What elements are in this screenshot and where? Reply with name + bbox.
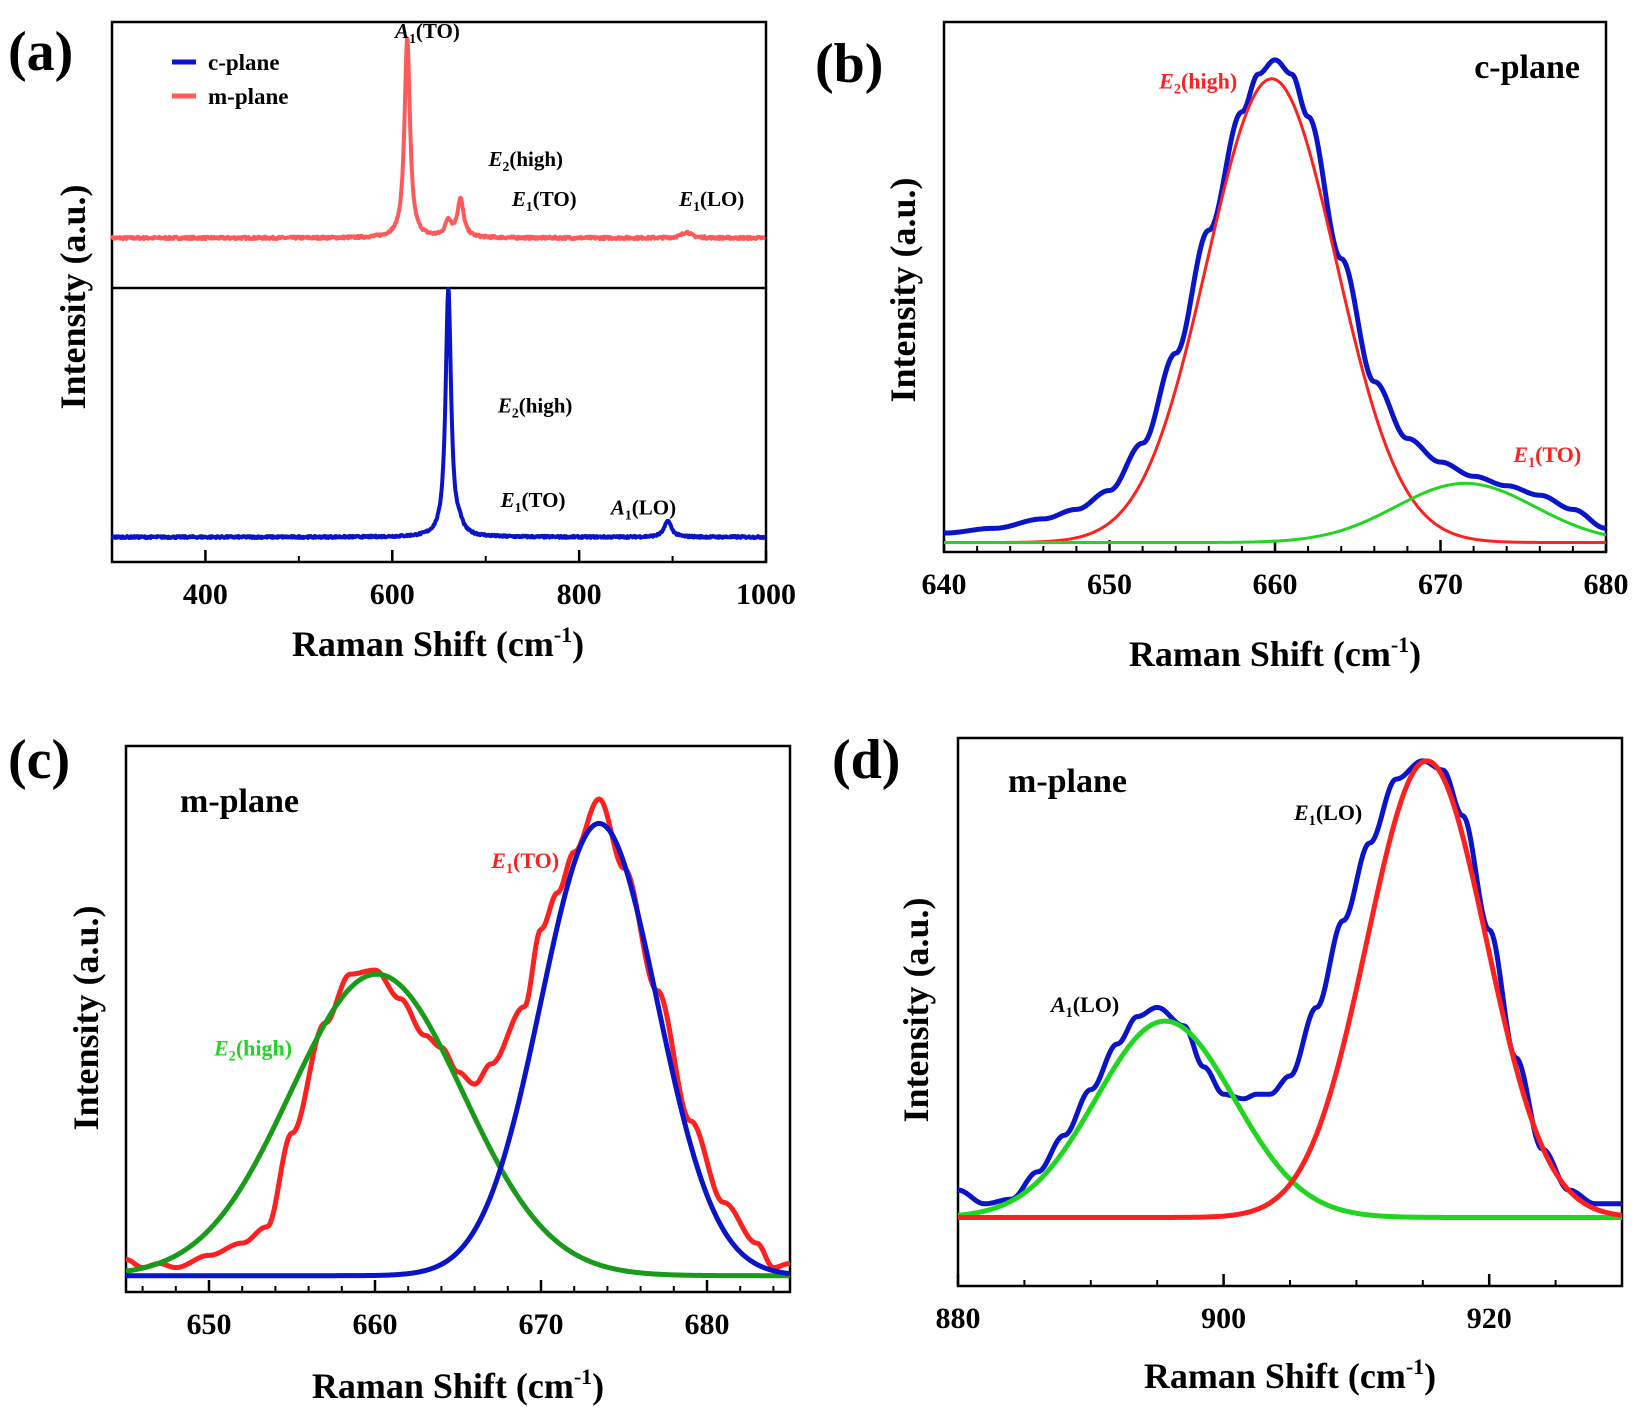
panel-c-x-tick-label: 660 — [353, 1308, 398, 1341]
panel-d-peak-labels: E1(LO) A1(LO) — [1049, 800, 1362, 1021]
panel-a-c-plane-line — [110, 287, 767, 541]
panel-c-x-tick-label: 680 — [685, 1308, 730, 1341]
peak-label: E1(TO) — [490, 848, 559, 877]
panel-c-e2-high-fit-line — [125, 971, 791, 1279]
peak-label: A1(LO) — [609, 496, 676, 523]
panel-b-x-label: Raman Shift (cm-1) — [1129, 632, 1421, 674]
panel-b-title: c-plane — [1474, 49, 1580, 86]
peak-label: E2(high) — [497, 394, 573, 421]
panel-c-measured-line — [125, 796, 791, 1271]
peak-label: A1(TO) — [393, 19, 460, 46]
panel-d-series — [957, 758, 1623, 1220]
panel-b-x-tick-label: 680 — [1584, 568, 1629, 601]
panel-a-x-tick-label: 800 — [557, 578, 602, 611]
peak-label: A1(LO) — [1049, 992, 1119, 1021]
panel-d-e1-lo-fit-line — [957, 758, 1623, 1220]
panel-b: (b) c-plane 640 650 660 670 680 E2(high) E1(T… — [815, 20, 1629, 674]
panel-c: (c) m-plane 650 660 670 680 E1(TO)E2(high) … — [8, 729, 792, 1406]
panel-d-x-tick-label: 900 — [1201, 1302, 1246, 1335]
panel-b-label: (b) — [815, 33, 883, 95]
panel-c-peak-labels: E1(TO) E2(high) — [213, 848, 559, 1064]
legend-m-plane-label: m-plane — [208, 84, 289, 109]
panel-b-x-tick-label: 670 — [1418, 568, 1463, 601]
legend-c-plane-label: c-plane — [208, 50, 280, 75]
panel-a-x-label: Raman Shift (cm-1) — [292, 622, 584, 664]
panel-d-x-ticks: 880 900 920 — [936, 1274, 1623, 1335]
panel-d-title: m-plane — [1008, 763, 1127, 800]
panel-b-e2-high-fit-line — [944, 77, 1607, 545]
panel-b-x-ticks: 640 650 660 670 680 — [922, 540, 1629, 601]
panel-a-legend: c-plane m-plane — [172, 50, 289, 109]
panel-a-x-ticks: 400 600 800 1000 — [111, 550, 796, 611]
panel-a-m-plane-series — [110, 36, 767, 242]
panel-a-x-tick-label: 400 — [183, 578, 228, 611]
panel-d-x-tick-label: 920 — [1467, 1302, 1512, 1335]
panel-b-frame — [942, 20, 1608, 554]
panel-b-peak-labels: E2(high) E1(TO) — [1158, 68, 1581, 471]
panel-c-title: m-plane — [180, 783, 299, 820]
panel-c-label: (c) — [8, 729, 70, 791]
panel-d: (d) m-plane 880 900 920 E1(LO) A1(LO) Inten… — [832, 729, 1624, 1396]
panel-a-m-plane-line — [110, 36, 767, 242]
panel-a-x-tick-label: 1000 — [736, 578, 796, 611]
peak-label: E2(high) — [1158, 68, 1237, 97]
panel-b-x-tick-label: 650 — [1087, 568, 1132, 601]
peak-label: E1(TO) — [511, 187, 577, 214]
panel-a-frame — [110, 20, 768, 564]
panel-c-series — [125, 796, 791, 1279]
panel-c-x-ticks: 650 660 670 680 — [141, 1280, 775, 1341]
panel-b-x-tick-label: 660 — [1253, 568, 1298, 601]
panel-d-x-label: Raman Shift (cm-1) — [1144, 1354, 1436, 1396]
panel-a-label: (a) — [8, 21, 73, 83]
panel-b-measured-line — [943, 57, 1607, 536]
panel-c-x-tick-label: 650 — [187, 1308, 232, 1341]
panel-c-x-label: Raman Shift (cm-1) — [312, 1364, 604, 1406]
panel-c-x-tick-label: 670 — [519, 1308, 564, 1341]
panel-c-e1-to-fit-line — [125, 820, 791, 1279]
peak-label: E1(LO) — [1293, 800, 1362, 829]
panel-d-y-label: Intensity (a.u.) — [896, 897, 936, 1122]
peak-label: E1(LO) — [678, 187, 744, 214]
panel-a: (a) 400 600 800 1000 A1(TO) E2(high) E1(TO) E1… — [8, 19, 796, 664]
panel-d-label: (d) — [832, 729, 900, 791]
peak-label: E1(TO) — [1512, 442, 1581, 471]
panel-d-x-tick-label: 880 — [936, 1302, 981, 1335]
panel-b-series — [943, 57, 1607, 545]
panel-c-y-label: Intensity (a.u.) — [66, 905, 106, 1130]
peak-label: E2(high) — [488, 147, 564, 174]
panel-c-frame — [124, 744, 792, 1294]
peak-label: E2(high) — [213, 1036, 292, 1065]
panel-a-peak-labels: A1(TO) E2(high) E1(TO) E1(LO) E2(high) E1(TO)… — [393, 19, 744, 523]
panel-a-c-plane-series — [110, 287, 767, 541]
panel-b-e1-to-fit-line — [944, 481, 1607, 545]
panel-b-y-label: Intensity (a.u.) — [883, 177, 923, 402]
panel-a-y-label: Intensity (a.u.) — [53, 184, 93, 409]
panel-d-a1-lo-fit-line — [957, 1018, 1623, 1220]
panel-a-x-tick-label: 600 — [370, 578, 415, 611]
panel-b-x-tick-label: 640 — [922, 568, 967, 601]
peak-label: E1(TO) — [500, 488, 566, 515]
panel-d-measured-line — [957, 758, 1623, 1207]
